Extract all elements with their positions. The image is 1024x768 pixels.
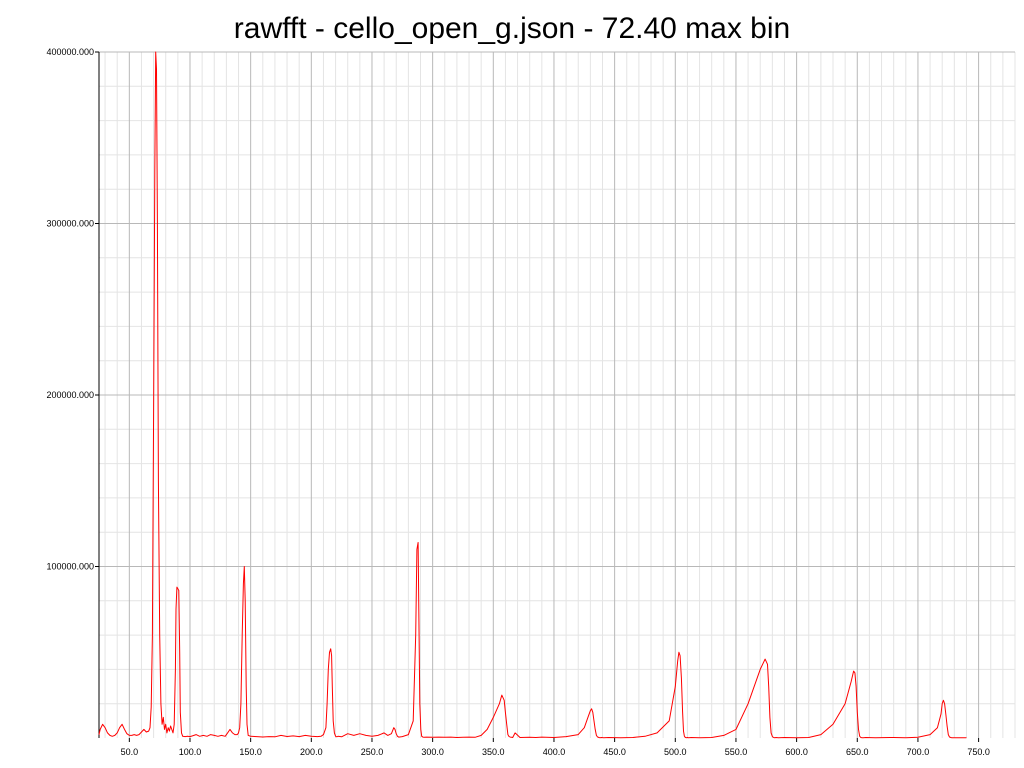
x-tick-label: 50.0 bbox=[121, 747, 139, 757]
x-tick-label: 200.0 bbox=[300, 747, 323, 757]
x-tick-label: 100.0 bbox=[179, 747, 202, 757]
series-line-rawfft bbox=[98, 51, 967, 739]
chart-title: rawfft - cello_open_g.json - 72.40 max b… bbox=[233, 12, 791, 45]
y-axis-ticks: 100000.000 200000.000 300000.000 400000.000 bbox=[46, 47, 99, 572]
x-tick-label: 150.0 bbox=[239, 747, 262, 757]
x-tick-label: 750.0 bbox=[967, 747, 990, 757]
x-tick-label: 500.0 bbox=[664, 747, 687, 757]
x-tick-label: 250.0 bbox=[361, 747, 384, 757]
x-tick-label: 600.0 bbox=[785, 747, 808, 757]
x-tick-label: 700.0 bbox=[907, 747, 930, 757]
x-axis-ticks: 50.0 100.0 150.0 200.0 250.0 300.0 350.0 400.0 4… bbox=[121, 738, 990, 757]
y-tick-label: 100000.000 bbox=[46, 562, 94, 572]
y-tick-label: 200000.000 bbox=[46, 390, 94, 400]
y-tick-label: 300000.000 bbox=[46, 219, 94, 229]
major-gridlines bbox=[99, 51, 1015, 738]
x-tick-label: 550.0 bbox=[725, 747, 748, 757]
x-tick-label: 400.0 bbox=[543, 747, 566, 757]
x-tick-label: 300.0 bbox=[421, 747, 444, 757]
x-tick-label: 650.0 bbox=[846, 747, 869, 757]
series-layer bbox=[98, 51, 967, 739]
x-tick-label: 450.0 bbox=[603, 747, 626, 757]
y-tick-label: 400000.000 bbox=[46, 47, 94, 57]
x-tick-label: 350.0 bbox=[482, 747, 505, 757]
